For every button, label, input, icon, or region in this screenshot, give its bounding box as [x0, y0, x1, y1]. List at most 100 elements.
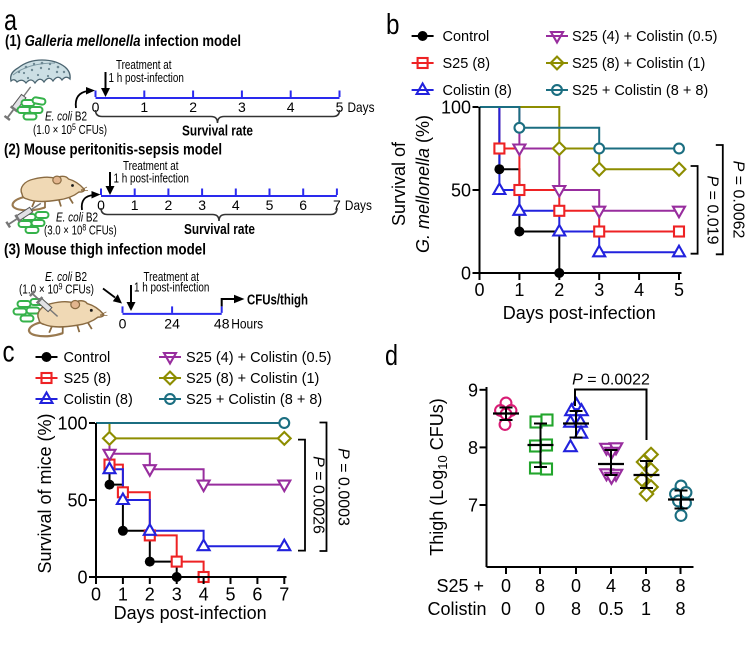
svg-text:0: 0	[97, 197, 105, 213]
svg-text:50: 50	[67, 491, 87, 511]
svg-text:(1) Galleria mellonella infect: (1) Galleria mellonella infection model	[5, 33, 241, 50]
svg-text:3: 3	[594, 280, 604, 300]
svg-text:8: 8	[571, 599, 581, 619]
svg-text:P = 0.0022: P = 0.0022	[572, 372, 650, 389]
svg-text:0: 0	[571, 576, 581, 596]
svg-text:5: 5	[674, 280, 684, 300]
svg-text:Days: Days	[345, 197, 372, 213]
svg-text:S25 (4) + Colistin (0.5): S25 (4) + Colistin (0.5)	[572, 29, 717, 45]
svg-text:5: 5	[266, 197, 274, 213]
svg-text:Treatment at: Treatment at	[123, 159, 179, 173]
svg-text:0: 0	[77, 568, 87, 588]
svg-text:1: 1	[140, 99, 148, 115]
svg-text:0: 0	[92, 99, 100, 115]
svg-text:8: 8	[675, 599, 685, 619]
svg-text:7: 7	[468, 496, 478, 516]
svg-text:S25 (8) + Colistin (1): S25 (8) + Colistin (1)	[186, 371, 319, 387]
svg-text:1: 1	[131, 197, 139, 213]
svg-text:2: 2	[554, 280, 564, 300]
svg-text:50: 50	[451, 181, 471, 201]
svg-text:6: 6	[299, 197, 307, 213]
svg-text:Survival rate: Survival rate	[182, 124, 253, 140]
svg-text:0: 0	[119, 315, 127, 331]
svg-text:b: b	[386, 9, 400, 41]
svg-text:5: 5	[225, 585, 235, 605]
svg-text:1: 1	[118, 585, 128, 605]
svg-text:4: 4	[232, 197, 240, 213]
svg-text:(3.0 × 108 CFUs): (3.0 × 108 CFUs)	[44, 223, 117, 238]
svg-text:6: 6	[252, 585, 262, 605]
svg-text:0.5: 0.5	[598, 599, 623, 619]
svg-text:1 h post-infection: 1 h post-infection	[114, 172, 189, 186]
svg-text:S25 +: S25 +	[436, 576, 484, 596]
svg-text:8: 8	[675, 576, 685, 596]
svg-text:7: 7	[279, 585, 289, 605]
svg-text:8: 8	[535, 576, 545, 596]
svg-text:c: c	[3, 336, 15, 369]
svg-text:4: 4	[199, 585, 209, 605]
svg-text:Treatment at: Treatment at	[144, 270, 200, 284]
svg-text:Survival of: Survival of	[389, 141, 409, 226]
svg-text:1 h post-infection: 1 h post-infection	[109, 71, 184, 85]
svg-text:2: 2	[189, 99, 197, 115]
svg-text:G. mellonella (%): G. mellonella (%)	[413, 115, 433, 253]
svg-text:(1.0 × 105 CFUs): (1.0 × 105 CFUs)	[33, 122, 107, 137]
svg-text:0: 0	[535, 599, 545, 619]
svg-text:0: 0	[474, 280, 484, 300]
svg-text:100: 100	[441, 98, 471, 118]
svg-text:E. coli B2: E. coli B2	[45, 110, 87, 124]
svg-text:100: 100	[57, 414, 87, 434]
svg-text:a: a	[4, 4, 17, 37]
svg-text:S25 (8): S25 (8)	[443, 56, 491, 72]
svg-text:Hours: Hours	[231, 315, 263, 331]
svg-text:4: 4	[634, 280, 644, 300]
svg-text:4: 4	[287, 99, 295, 115]
svg-text:d: d	[385, 340, 398, 372]
svg-text:E. coli B2: E. coli B2	[56, 211, 98, 225]
svg-text:Days post-infection: Days post-infection	[114, 603, 267, 623]
svg-text:1 h post-infection: 1 h post-infection	[134, 281, 209, 295]
svg-text:S25 + Colistin (8 + 8): S25 + Colistin (8 + 8)	[186, 392, 322, 408]
svg-text:Colistin (8): Colistin (8)	[64, 392, 133, 408]
svg-text:P = 0.019: P = 0.019	[704, 176, 721, 245]
svg-text:Thigh (Log10 CFUs): Thigh (Log10 CFUs)	[427, 398, 450, 556]
svg-text:Survival of mice (%): Survival of mice (%)	[35, 413, 55, 573]
svg-text:Treatment at: Treatment at	[116, 58, 172, 72]
svg-text:3: 3	[198, 197, 206, 213]
svg-text:2: 2	[145, 585, 155, 605]
svg-text:Survival rate: Survival rate	[184, 222, 255, 238]
svg-text:4: 4	[606, 576, 616, 596]
svg-text:CFUs/thigh: CFUs/thigh	[247, 293, 308, 309]
svg-text:3: 3	[238, 99, 246, 115]
svg-text:24: 24	[164, 315, 180, 331]
svg-text:S25 (4) + Colistin (0.5): S25 (4) + Colistin (0.5)	[186, 350, 331, 366]
svg-text:9: 9	[468, 380, 478, 400]
svg-text:Colistin (8): Colistin (8)	[443, 83, 512, 99]
svg-text:8: 8	[641, 576, 651, 596]
svg-text:1: 1	[641, 599, 651, 619]
svg-text:7: 7	[333, 197, 341, 213]
svg-text:S25 + Colistin (8 + 8): S25 + Colistin (8 + 8)	[572, 83, 708, 99]
svg-text:Colistin: Colistin	[427, 599, 486, 619]
svg-text:0: 0	[91, 585, 101, 605]
svg-text:E. coli B2: E. coli B2	[45, 270, 87, 284]
svg-text:Days post-infection: Days post-infection	[503, 303, 656, 323]
svg-text:Control: Control	[443, 29, 490, 45]
svg-text:(2) Mouse peritonitis-sepsis: (2) Mouse peritonitis-sepsis model	[4, 142, 222, 159]
svg-text:Control: Control	[64, 350, 111, 366]
svg-text:8: 8	[468, 438, 478, 458]
svg-text:0: 0	[501, 576, 511, 596]
svg-text:(1.0 × 109 CFUs): (1.0 × 109 CFUs)	[19, 282, 94, 297]
svg-text:3: 3	[172, 585, 182, 605]
svg-text:S25 (8): S25 (8)	[64, 371, 112, 387]
svg-text:S25 (8) + Colistin (1): S25 (8) + Colistin (1)	[572, 56, 705, 72]
svg-text:2: 2	[165, 197, 173, 213]
svg-text:P = 0.0003: P = 0.0003	[335, 448, 352, 526]
svg-text:P = 0.0026: P = 0.0026	[310, 456, 327, 534]
svg-text:48: 48	[214, 315, 230, 331]
svg-text:0: 0	[461, 264, 471, 284]
svg-text:5: 5	[336, 99, 344, 115]
svg-text:0: 0	[501, 599, 511, 619]
svg-text:P = 0.0062: P = 0.0062	[730, 161, 747, 239]
svg-text:1: 1	[514, 280, 524, 300]
